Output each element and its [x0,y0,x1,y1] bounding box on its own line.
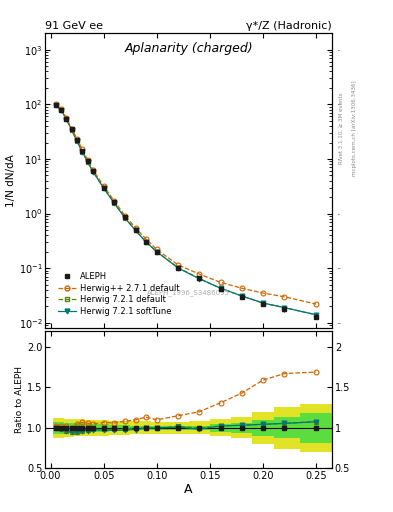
Herwig 7.2.1 softTune [64,116,69,122]
Text: ALEPH_1996_S3486095: ALEPH_1996_S3486095 [147,289,230,296]
Herwig++ 2.7.1 default [176,262,180,268]
Herwig++ 2.7.1 default [144,236,149,242]
Herwig++ 2.7.1 default [239,285,244,291]
Herwig++ 2.7.1 default [53,101,58,108]
Text: mcplots.cern.ch [arXiv:1306.3436]: mcplots.cern.ch [arXiv:1306.3436] [352,80,357,176]
Herwig 7.2.1 softTune [85,159,90,165]
Y-axis label: 1/N dN/dA: 1/N dN/dA [6,154,16,207]
Herwig 7.2.1 softTune [91,168,95,175]
Line: Herwig 7.2.1 default: Herwig 7.2.1 default [53,102,319,317]
Herwig++ 2.7.1 default [218,279,223,285]
Herwig 7.2.1 softTune [59,107,64,113]
Y-axis label: Ratio to ALEPH: Ratio to ALEPH [15,366,24,433]
Herwig 7.2.1 default [176,265,180,271]
Herwig 7.2.1 softTune [70,127,74,133]
Herwig++ 2.7.1 default [85,157,90,163]
Herwig 7.2.1 default [314,312,318,318]
Herwig 7.2.1 softTune [80,149,85,155]
Herwig 7.2.1 default [218,285,223,291]
Herwig++ 2.7.1 default [133,225,138,231]
Herwig 7.2.1 softTune [75,138,79,144]
Herwig++ 2.7.1 default [154,246,159,252]
Herwig 7.2.1 softTune [101,185,106,191]
Herwig++ 2.7.1 default [314,301,318,307]
Herwig 7.2.1 softTune [123,215,127,221]
Herwig 7.2.1 default [80,149,85,155]
Line: Herwig 7.2.1 softTune: Herwig 7.2.1 softTune [53,102,319,317]
Text: Rivet 3.1.10, ≥ 3M events: Rivet 3.1.10, ≥ 3M events [339,92,344,164]
Herwig++ 2.7.1 default [261,290,265,296]
Herwig++ 2.7.1 default [59,106,64,112]
Herwig 7.2.1 softTune [261,300,265,306]
Herwig 7.2.1 default [239,293,244,299]
Herwig 7.2.1 default [144,239,149,245]
Herwig 7.2.1 default [123,215,127,221]
Herwig 7.2.1 default [101,185,106,191]
X-axis label: A: A [184,483,193,496]
Herwig++ 2.7.1 default [75,136,79,142]
Herwig++ 2.7.1 default [112,198,117,204]
Text: γ*/Z (Hadronic): γ*/Z (Hadronic) [246,20,332,31]
Herwig 7.2.1 default [91,168,95,175]
Herwig++ 2.7.1 default [64,115,69,121]
Herwig++ 2.7.1 default [101,183,106,189]
Text: 91 GeV ee: 91 GeV ee [45,20,103,31]
Herwig 7.2.1 default [133,227,138,233]
Herwig 7.2.1 default [197,275,202,282]
Herwig 7.2.1 softTune [197,275,202,282]
Legend: ALEPH, Herwig++ 2.7.1 default, Herwig 7.2.1 default, Herwig 7.2.1 softTune: ALEPH, Herwig++ 2.7.1 default, Herwig 7.… [55,269,182,318]
Line: Herwig++ 2.7.1 default: Herwig++ 2.7.1 default [53,102,319,307]
Herwig++ 2.7.1 default [197,271,202,277]
Herwig++ 2.7.1 default [282,294,286,300]
Herwig 7.2.1 default [85,159,90,165]
Herwig 7.2.1 softTune [133,227,138,233]
Herwig 7.2.1 default [261,300,265,306]
Herwig++ 2.7.1 default [70,125,74,132]
Herwig 7.2.1 softTune [112,200,117,206]
Herwig 7.2.1 default [70,127,74,133]
Herwig 7.2.1 softTune [144,239,149,245]
Herwig++ 2.7.1 default [123,212,127,219]
Herwig 7.2.1 softTune [282,305,286,311]
Herwig 7.2.1 default [64,116,69,122]
Herwig 7.2.1 default [282,305,286,311]
Herwig 7.2.1 softTune [314,312,318,318]
Herwig 7.2.1 default [75,138,79,144]
Herwig 7.2.1 softTune [239,293,244,299]
Herwig 7.2.1 softTune [154,249,159,255]
Herwig++ 2.7.1 default [91,167,95,173]
Herwig++ 2.7.1 default [80,146,85,153]
Herwig 7.2.1 softTune [176,265,180,271]
Text: Aplanarity (charged): Aplanarity (charged) [124,42,253,55]
Herwig 7.2.1 default [112,200,117,206]
Herwig 7.2.1 softTune [218,285,223,291]
Herwig 7.2.1 default [53,102,58,108]
Herwig 7.2.1 softTune [53,102,58,108]
Herwig 7.2.1 default [154,249,159,255]
Herwig 7.2.1 default [59,107,64,113]
